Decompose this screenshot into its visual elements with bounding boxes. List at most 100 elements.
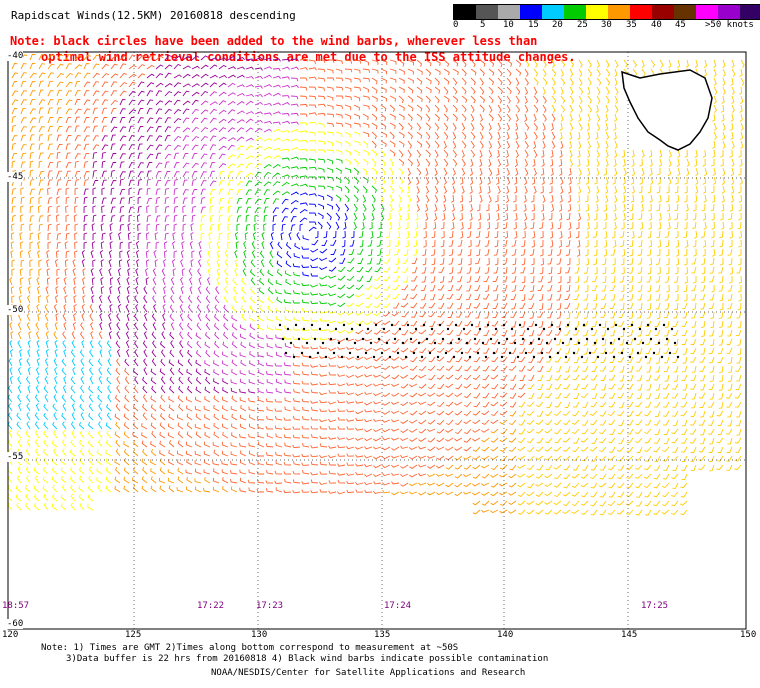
wind-barb bbox=[310, 300, 319, 305]
wind-barb bbox=[301, 282, 310, 287]
wind-barb bbox=[386, 230, 391, 239]
wind-barb bbox=[490, 500, 499, 506]
wind-barb bbox=[673, 365, 679, 373]
contamination-marker bbox=[646, 323, 650, 327]
wind-barb bbox=[452, 104, 458, 113]
wind-barb bbox=[445, 473, 454, 477]
wind-barb bbox=[187, 376, 193, 385]
wind-barb bbox=[191, 117, 199, 124]
wind-barb bbox=[619, 275, 625, 283]
wind-barb bbox=[662, 491, 670, 498]
wind-barb bbox=[679, 500, 688, 506]
wind-barb bbox=[600, 347, 607, 354]
wind-barb bbox=[308, 212, 317, 217]
wind-barb bbox=[65, 116, 72, 124]
wind-barb bbox=[267, 305, 274, 313]
wind-barb bbox=[355, 365, 364, 370]
wind-barb bbox=[11, 72, 19, 79]
wind-barb bbox=[245, 84, 254, 88]
wind-barb bbox=[343, 221, 347, 230]
wind-barb bbox=[172, 232, 176, 241]
wind-barb bbox=[56, 116, 63, 124]
wind-barb bbox=[125, 331, 130, 340]
wind-barb bbox=[221, 396, 229, 403]
wind-barb bbox=[445, 392, 454, 398]
wind-barb bbox=[266, 343, 274, 349]
wind-barb bbox=[83, 90, 90, 97]
wind-barb bbox=[105, 476, 112, 484]
wind-barb bbox=[335, 203, 341, 212]
wind-barb bbox=[700, 347, 706, 355]
wind-barb bbox=[195, 441, 202, 448]
wind-barb bbox=[89, 367, 94, 376]
wind-barb bbox=[607, 455, 616, 461]
wind-barb bbox=[218, 91, 227, 97]
wind-barb bbox=[473, 347, 481, 353]
wind-barb bbox=[711, 284, 715, 293]
wind-barb bbox=[635, 428, 643, 435]
wind-barb bbox=[47, 90, 54, 97]
wind-barb bbox=[301, 291, 310, 295]
wind-barb bbox=[594, 176, 598, 185]
wind-barb bbox=[690, 374, 697, 382]
wind-barb bbox=[585, 239, 589, 248]
wind-barb bbox=[427, 482, 436, 486]
wind-barb bbox=[107, 358, 112, 367]
wind-barb bbox=[635, 401, 643, 408]
wind-barb bbox=[721, 113, 725, 122]
wind-barb bbox=[290, 199, 299, 205]
wind-barb bbox=[518, 401, 526, 408]
wind-barb bbox=[326, 149, 335, 154]
wind-barb bbox=[524, 68, 529, 77]
wind-barb bbox=[38, 54, 45, 61]
wind-barb bbox=[526, 491, 535, 497]
wind-barb bbox=[713, 176, 717, 185]
wind-barb bbox=[214, 295, 220, 304]
contamination-marker bbox=[366, 327, 370, 331]
wind-barb bbox=[300, 113, 308, 117]
wind-barb bbox=[153, 304, 157, 313]
wind-barb bbox=[353, 203, 358, 212]
wind-barb bbox=[301, 264, 310, 268]
wind-barb bbox=[209, 64, 218, 70]
wind-barb bbox=[499, 491, 508, 496]
wind-barb bbox=[143, 358, 148, 367]
wind-barb bbox=[20, 63, 27, 70]
wind-barb bbox=[644, 410, 652, 417]
wind-barb bbox=[671, 491, 679, 498]
wind-barb bbox=[665, 194, 670, 203]
wind-barb bbox=[227, 171, 234, 178]
wind-barb bbox=[310, 327, 319, 331]
wind-barb bbox=[162, 322, 166, 331]
wind-barb bbox=[293, 415, 301, 421]
wind-barb bbox=[173, 196, 178, 205]
wind-barb bbox=[700, 374, 706, 382]
wind-barb bbox=[436, 374, 445, 380]
contamination-marker bbox=[417, 341, 421, 345]
wind-barb bbox=[599, 428, 607, 435]
wind-barb bbox=[281, 102, 290, 106]
wind-barb bbox=[266, 352, 274, 358]
wind-barb bbox=[69, 476, 76, 484]
wind-barb bbox=[681, 455, 688, 463]
wind-barb bbox=[506, 131, 510, 140]
wind-barb bbox=[355, 463, 364, 467]
wind-barb bbox=[283, 371, 292, 376]
wind-barb bbox=[409, 437, 418, 442]
wind-barb bbox=[56, 196, 60, 205]
wind-barb bbox=[168, 485, 175, 493]
wind-barb bbox=[35, 448, 40, 457]
wind-barb bbox=[550, 239, 554, 248]
wind-barb bbox=[499, 401, 508, 407]
wind-barb bbox=[290, 112, 299, 117]
wind-barb bbox=[640, 203, 644, 212]
wind-barb bbox=[308, 76, 317, 80]
wind-barb bbox=[28, 331, 32, 340]
wind-barb bbox=[663, 311, 670, 319]
wind-barb bbox=[380, 203, 385, 212]
wind-barb bbox=[591, 437, 598, 444]
wind-barb bbox=[51, 440, 58, 448]
wind-barb bbox=[737, 347, 742, 356]
wind-barb bbox=[178, 385, 184, 394]
wind-barb bbox=[128, 241, 132, 250]
